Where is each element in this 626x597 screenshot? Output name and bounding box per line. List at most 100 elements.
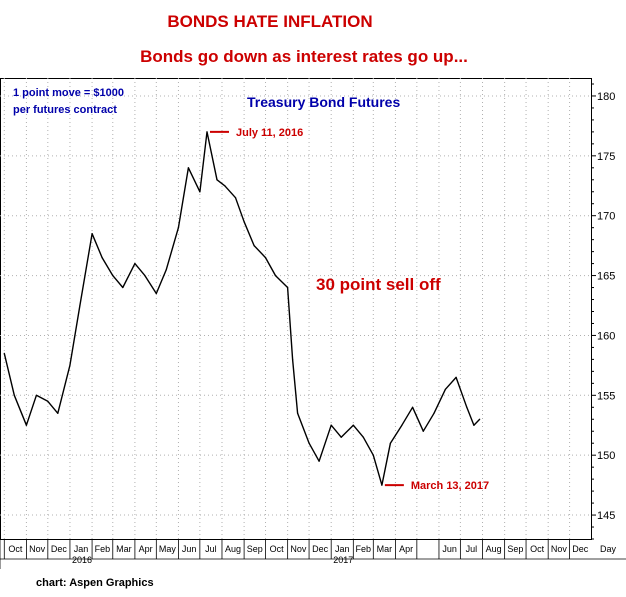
- y-tick-label: 180: [597, 91, 615, 103]
- chart-credit: chart: Aspen Graphics: [36, 577, 154, 589]
- series-point: [57, 412, 59, 414]
- series-point: [199, 191, 201, 193]
- series-point: [479, 418, 481, 420]
- series-point: [91, 233, 93, 235]
- y-tick-label: 170: [597, 211, 615, 223]
- series-point: [466, 406, 468, 408]
- series-point: [274, 274, 277, 277]
- series-point: [422, 430, 424, 432]
- x-tick-label: Sep: [507, 544, 523, 554]
- chart-title: BONDS HATE INFLATION: [167, 12, 372, 31]
- x-tick-label: Aug: [486, 544, 502, 554]
- x-tick-label: Aug: [225, 544, 241, 554]
- x-year-label: 2016: [72, 555, 92, 565]
- series-point: [25, 424, 28, 426]
- series-point: [362, 436, 364, 438]
- series-point: [292, 358, 294, 360]
- series-label: Treasury Bond Futures: [247, 94, 400, 110]
- series-point: [308, 442, 310, 444]
- series-point: [187, 167, 190, 169]
- series-point: [340, 436, 342, 438]
- x-tick-label: Oct: [8, 544, 23, 554]
- x-tick-label: Jun: [182, 544, 197, 554]
- series-point: [444, 388, 446, 390]
- series-point: [253, 245, 255, 247]
- series-point: [389, 442, 392, 444]
- series-point: [216, 179, 218, 181]
- annotation-label: March 13, 2017: [411, 480, 489, 492]
- x-tick-label: Jul: [466, 544, 478, 554]
- x-tick-label: Mar: [377, 544, 393, 554]
- series-point: [165, 268, 167, 271]
- series-line: [3, 131, 481, 486]
- y-tick-label: 165: [597, 271, 615, 283]
- x-tick-label: Jul: [205, 544, 217, 554]
- series-point: [122, 286, 124, 289]
- series-point: [144, 274, 146, 277]
- series-point: [243, 221, 245, 223]
- series-point: [330, 424, 332, 426]
- y-axis: 145 150 155 160 165 170 175 180: [591, 83, 615, 540]
- x-tick-label: Jan: [74, 544, 89, 554]
- series-point: [155, 292, 157, 295]
- x-tick-label: Dec: [312, 544, 329, 554]
- series-point: [473, 424, 475, 426]
- y-tick-label: 145: [597, 510, 615, 522]
- y-tick-label: 175: [597, 151, 615, 163]
- x-tick-label: Feb: [95, 544, 111, 554]
- y-tick-label: 150: [597, 450, 615, 462]
- y-tick-label: 155: [597, 390, 615, 402]
- x-tick-label: Sep: [247, 544, 263, 554]
- x-tick-label: Nov: [551, 544, 568, 554]
- annotation-layer: July 11, 2016 March 13, 2017: [209, 127, 489, 492]
- x-axis-label: Day: [600, 544, 617, 554]
- x-tick-label: Jun: [442, 544, 457, 554]
- y-tick-label: 160: [597, 330, 615, 342]
- x-tick-label: Apr: [139, 544, 153, 554]
- series-point: [224, 185, 226, 187]
- grid-layer: [0, 78, 591, 539]
- series-point: [287, 286, 289, 289]
- x-tick-label: Jan: [335, 544, 350, 554]
- note-line-2: per futures contract: [13, 104, 117, 116]
- annotation-label: July 11, 2016: [236, 127, 303, 139]
- series-point: [401, 424, 403, 426]
- series-point: [234, 197, 237, 199]
- x-tick-label: Mar: [116, 544, 132, 554]
- x-tick-label: Oct: [270, 544, 285, 554]
- series-point: [3, 352, 5, 355]
- x-axis: Oct Nov Dec Jan Feb Mar Apr May Jun Jul Aug Sep Oct N…: [0, 539, 626, 569]
- series-point: [318, 460, 320, 462]
- chart-subtitle: Bonds go down as interest rates go up...: [140, 47, 468, 66]
- x-tick-label: Feb: [356, 544, 372, 554]
- series-point: [455, 376, 457, 378]
- x-tick-label: Nov: [29, 544, 46, 554]
- series-point: [101, 257, 103, 259]
- note-line-1: 1 point move = $1000: [13, 87, 124, 99]
- series-point: [47, 400, 49, 402]
- series-point: [372, 454, 374, 456]
- x-tick-label: Apr: [399, 544, 413, 554]
- series-point: [134, 262, 136, 265]
- series-point: [433, 412, 435, 414]
- x-tick-label: Nov: [290, 544, 307, 554]
- x-tick-label: May: [159, 544, 177, 554]
- series-point: [206, 131, 208, 133]
- selloff-annotation: 30 point sell off: [316, 275, 441, 294]
- x-tick-label: Oct: [530, 544, 545, 554]
- x-tick-label: Dec: [51, 544, 68, 554]
- plot-frame: [0, 78, 592, 540]
- series-point: [13, 394, 15, 396]
- series-point: [35, 394, 38, 396]
- series-point: [297, 412, 299, 414]
- series-point: [352, 424, 354, 426]
- series-layer: [3, 131, 481, 486]
- series-point: [69, 364, 71, 366]
- series-point: [381, 484, 383, 486]
- series-point: [264, 257, 267, 259]
- series-point: [411, 406, 414, 408]
- series-point: [79, 304, 81, 307]
- series-point: [112, 274, 114, 277]
